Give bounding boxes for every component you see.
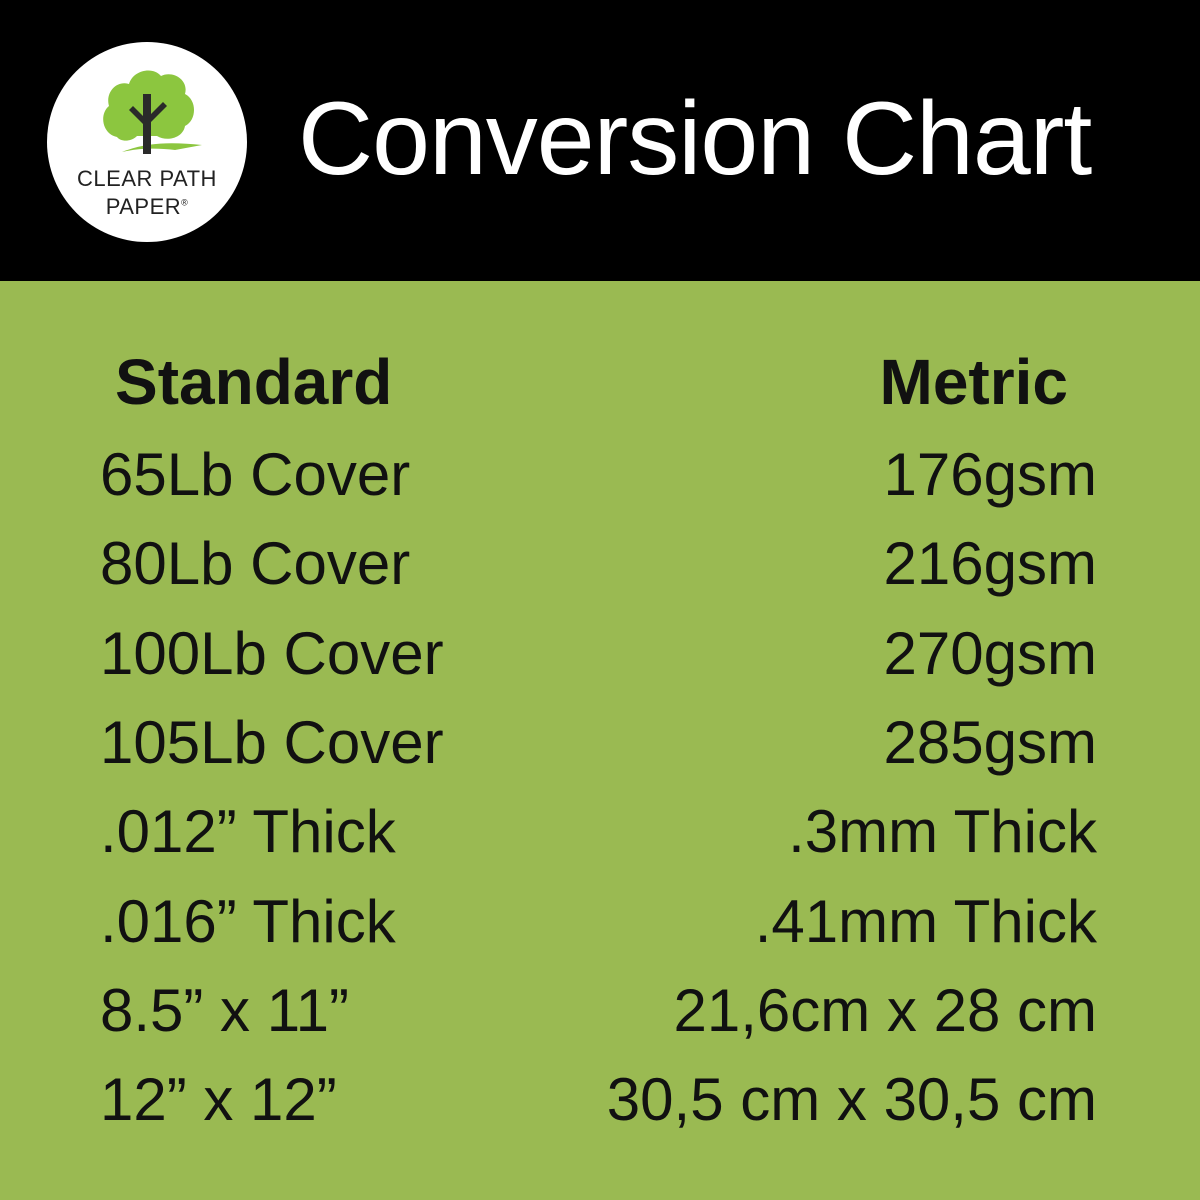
metric-value: 21,6cm x 28 cm bbox=[673, 976, 1098, 1044]
metric-value: .41mm Thick bbox=[754, 887, 1097, 955]
standard-value: 100Lb Cover bbox=[100, 619, 444, 687]
logo-text-line2: PAPER® bbox=[105, 194, 189, 219]
standard-value: .016” Thick bbox=[100, 887, 396, 955]
standard-value: 12” x 12” bbox=[100, 1066, 337, 1134]
standard-value: .012” Thick bbox=[100, 798, 396, 866]
logo-text-line1: CLEAR PATH bbox=[77, 166, 217, 191]
metric-value: 176gsm bbox=[883, 441, 1097, 508]
column-header-metric: Metric bbox=[879, 346, 1069, 418]
table-row: 80Lb Cover 216gsm bbox=[0, 529, 1200, 609]
column-header-standard: Standard bbox=[115, 346, 393, 418]
table-row: 105Lb Cover 285gsm bbox=[0, 708, 1200, 788]
standard-value: 80Lb Cover bbox=[100, 530, 411, 598]
clear-path-paper-logo: CLEAR PATH PAPER® bbox=[47, 42, 247, 242]
page-title: Conversion Chart bbox=[298, 81, 1092, 197]
header-bar: CLEAR PATH PAPER® Conversion Chart bbox=[0, 0, 1200, 281]
standard-value: 8.5” x 11” bbox=[100, 976, 349, 1044]
table-row: .016” Thick .41mm Thick bbox=[0, 887, 1200, 967]
table-row: 8.5” x 11” 21,6cm x 28 cm bbox=[0, 976, 1200, 1056]
tree-icon bbox=[103, 70, 202, 154]
metric-value: 30,5 cm x 30,5 cm bbox=[606, 1066, 1097, 1134]
metric-value: 216gsm bbox=[883, 530, 1097, 598]
standard-value: 65Lb Cover bbox=[100, 441, 411, 508]
metric-value: 285gsm bbox=[883, 708, 1097, 776]
table-row: 100Lb Cover 270gsm bbox=[0, 619, 1200, 699]
standard-value: 105Lb Cover bbox=[100, 708, 444, 776]
metric-value: 270gsm bbox=[883, 619, 1097, 687]
metric-value: .3mm Thick bbox=[788, 798, 1097, 866]
table-row: 65Lb Cover 176gsm bbox=[0, 440, 1200, 520]
table-row: 12” x 12” 30,5 cm x 30,5 cm bbox=[0, 1065, 1200, 1145]
table-row: .012” Thick .3mm Thick bbox=[0, 797, 1200, 877]
